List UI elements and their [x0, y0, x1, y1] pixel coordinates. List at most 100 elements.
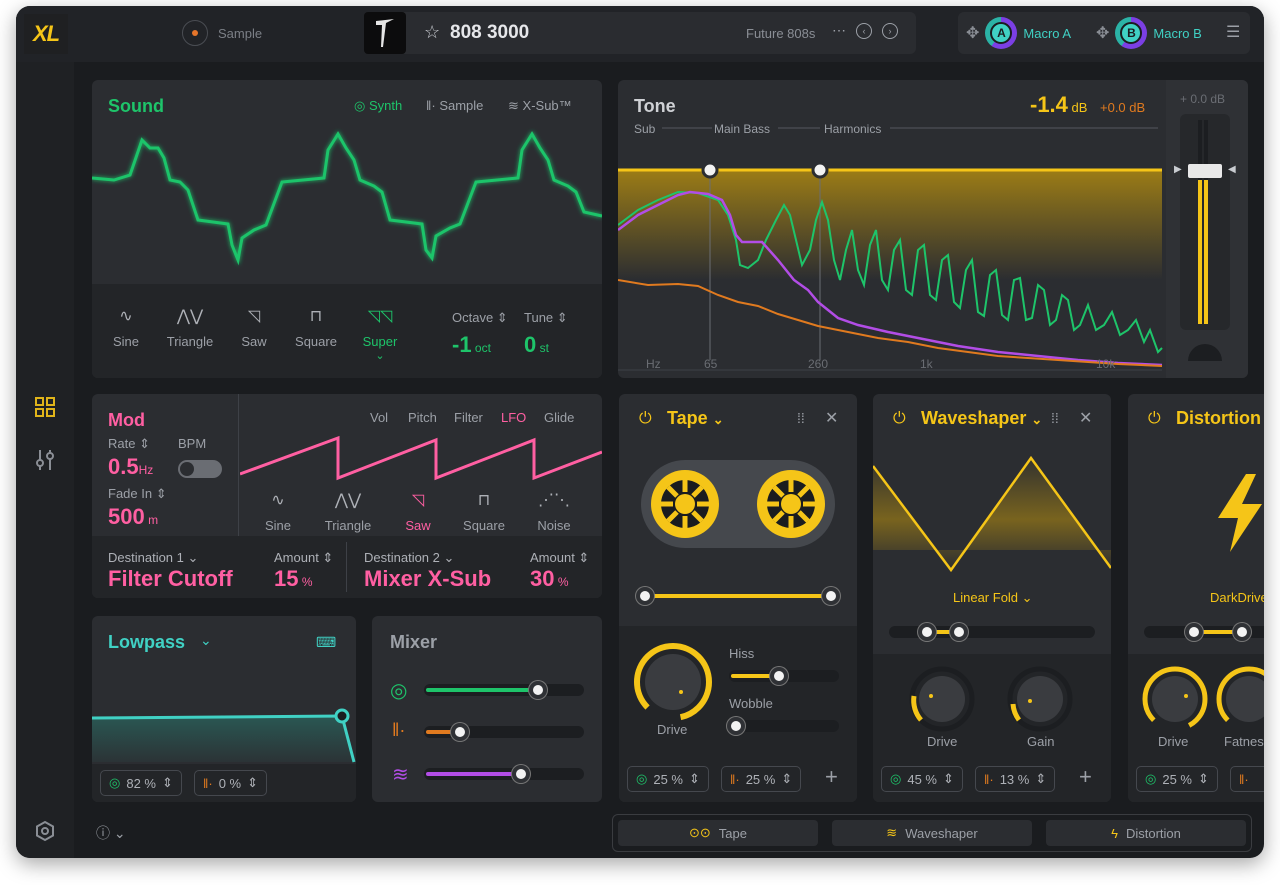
tone-level[interactable]: -1.4 dB	[1030, 92, 1088, 117]
add-icon[interactable]: +	[825, 764, 838, 789]
amount2-value[interactable]: 30 %	[530, 566, 569, 591]
distortion-title[interactable]: Distortion	[1176, 408, 1261, 428]
range-handle-low[interactable]	[636, 587, 654, 605]
range-handle-low[interactable]	[1185, 623, 1203, 641]
mod-target-filter[interactable]: Filter	[454, 410, 483, 425]
lfo-wave-saw[interactable]: ◹ Saw	[390, 490, 446, 533]
waveshaper-range-track[interactable]	[889, 626, 1095, 638]
meter-fader[interactable]	[1188, 164, 1222, 178]
preset-browser[interactable]: ☆ 808 3000 Future 808s ⋯ ‹ ›	[364, 12, 916, 54]
settings-icon[interactable]	[34, 820, 56, 842]
mod-target-pitch[interactable]: Pitch	[408, 410, 437, 425]
waveshaper-mode[interactable]: Linear Fold ⌄	[953, 590, 1033, 605]
tape-amount-b[interactable]: ǁ· 25 % ⇕	[721, 766, 802, 792]
tab-sample[interactable]: ǁ· Sample	[426, 98, 484, 113]
waveshaper-amount-a[interactable]: ◎ 45 % ⇕	[881, 766, 963, 792]
more-icon[interactable]: ⋯	[832, 22, 846, 38]
drag-move-icon[interactable]: ✥	[966, 25, 980, 42]
lfo-wave-square[interactable]: ⊓ Square	[456, 490, 512, 533]
mixer-xsub-handle[interactable]	[512, 765, 530, 783]
wobble-slider[interactable]	[729, 720, 839, 732]
mixer-synth-handle[interactable]	[529, 681, 547, 699]
next-preset-icon[interactable]: ›	[882, 22, 898, 39]
wave-square[interactable]: ⊓ Square	[288, 306, 344, 349]
keyboard-icon[interactable]: ⌨	[316, 634, 337, 650]
favorite-star-icon[interactable]: ☆	[424, 22, 441, 42]
amount1-value[interactable]: 15 %	[274, 566, 313, 591]
close-icon[interactable]: ✕	[825, 410, 839, 427]
macro-a[interactable]: ✥ A Macro A	[966, 17, 1071, 49]
filter-amount-b[interactable]: ǁ· 0 % ⇕	[194, 770, 268, 796]
freq-label: 1k	[920, 357, 933, 371]
dest2-label[interactable]: Destination 2 ⌄	[364, 550, 455, 565]
drag-move-icon[interactable]: ✥	[1096, 25, 1110, 42]
filter-type[interactable]: Lowpass	[108, 632, 186, 652]
wave-sine[interactable]: ∿ Sine	[98, 306, 154, 349]
distortion-fatness-knob[interactable]	[1216, 666, 1264, 732]
waveshaper-amount-b[interactable]: ǁ· 13 % ⇕	[975, 766, 1056, 792]
range-handle-high[interactable]	[1233, 623, 1251, 641]
hiss-handle[interactable]	[770, 667, 788, 685]
lfo-wave-triangle[interactable]: ⋀⋁ Triangle	[320, 490, 376, 533]
drag-handle-icon[interactable]: ⁞⁞	[797, 410, 805, 426]
filter-amount-a[interactable]: ◎ 82 % ⇕	[100, 770, 182, 796]
pan-knob[interactable]	[1188, 344, 1222, 361]
add-icon[interactable]: +	[1079, 764, 1092, 789]
macro-a-knob[interactable]: A	[985, 17, 1018, 49]
mod-target-lfo[interactable]: LFO	[501, 410, 527, 425]
list-icon[interactable]: ☰	[1226, 24, 1241, 41]
distortion-mode[interactable]: DarkDrive	[1210, 590, 1264, 605]
wave-super[interactable]: ◹◹ Super ⌄	[352, 306, 408, 362]
previous-preset-icon[interactable]: ‹	[856, 22, 872, 39]
fx-tab-waveshaper[interactable]: ≋ Waveshaper	[832, 820, 1032, 846]
distortion-amount-b[interactable]: ǁ·	[1230, 766, 1264, 792]
chevron-down-icon[interactable]: ⌄	[200, 632, 212, 648]
tape-amount-a[interactable]: ◎ 25 % ⇕	[627, 766, 709, 792]
close-icon[interactable]: ✕	[1079, 410, 1093, 427]
bpm-toggle[interactable]	[178, 460, 222, 478]
wobble-handle[interactable]	[727, 717, 745, 735]
fade-value[interactable]: 500 m	[108, 504, 159, 529]
tape-range-slider[interactable]	[645, 594, 831, 598]
range-handle-high[interactable]	[950, 623, 968, 641]
wave-triangle[interactable]: ⋀⋁ Triangle	[162, 306, 218, 349]
fx-tab-distortion[interactable]: ϟ Distortion	[1046, 820, 1246, 846]
dest1-label[interactable]: Destination 1 ⌄	[108, 550, 199, 565]
range-handle-high[interactable]	[822, 587, 840, 605]
octave-value[interactable]: -1 oct	[452, 332, 491, 357]
sliders-icon[interactable]	[34, 448, 56, 472]
rate-value[interactable]: 0.5Hz	[108, 454, 154, 479]
lfo-wave-sine[interactable]: ∿ Sine	[250, 490, 306, 533]
range-handle-low[interactable]	[918, 623, 936, 641]
waveshaper-title[interactable]: Waveshaper ⌄	[921, 408, 1043, 428]
mod-target-vol[interactable]: Vol	[370, 410, 389, 425]
sample-button[interactable]: Sample	[182, 20, 262, 46]
grid-icon[interactable]	[34, 396, 56, 418]
dest2-value[interactable]: Mixer X-Sub	[364, 566, 492, 591]
app-window: XL Sample ☆ 808 3000 Future 808s ⋯ ‹ › ✥…	[16, 6, 1264, 858]
drag-handle-icon[interactable]: ⁞⁞	[1051, 410, 1059, 426]
power-icon[interactable]: ⏻	[893, 410, 906, 427]
help-icon[interactable]: ⓘ ⌄	[96, 825, 126, 841]
mod-target-glide[interactable]: Glide	[544, 410, 575, 425]
power-icon[interactable]: ⏻	[1148, 410, 1161, 427]
tape-title[interactable]: Tape ⌄	[667, 408, 724, 428]
tab-synth[interactable]: ◎ Synth	[354, 98, 403, 113]
record-icon	[182, 20, 208, 46]
power-icon[interactable]: ⏻	[639, 410, 652, 427]
mixer-sample-handle[interactable]	[451, 723, 469, 741]
distortion-amount-a[interactable]: ◎ 25 % ⇕	[1136, 766, 1218, 792]
tape-drive-knob[interactable]	[633, 642, 713, 722]
waveshaper-drive-knob[interactable]	[909, 666, 975, 732]
tab-xsub[interactable]: ≋ X-Sub™	[508, 98, 572, 113]
tune-value[interactable]: 0 st	[524, 332, 549, 357]
wave-saw[interactable]: ◹ Saw	[226, 306, 282, 349]
distortion-drive-knob[interactable]	[1142, 666, 1208, 732]
macro-b-knob[interactable]: B	[1115, 17, 1148, 49]
fx-tab-tape[interactable]: ⊙⊙ Tape	[618, 820, 818, 846]
lfo-wave-noise[interactable]: ⋰⋱ Noise	[526, 490, 582, 533]
preset-name: 808 3000	[450, 22, 530, 43]
macro-b[interactable]: ✥ B Macro B	[1096, 17, 1202, 49]
waveshaper-gain-knob[interactable]	[1007, 666, 1073, 732]
dest1-value[interactable]: Filter Cutoff	[108, 566, 233, 591]
